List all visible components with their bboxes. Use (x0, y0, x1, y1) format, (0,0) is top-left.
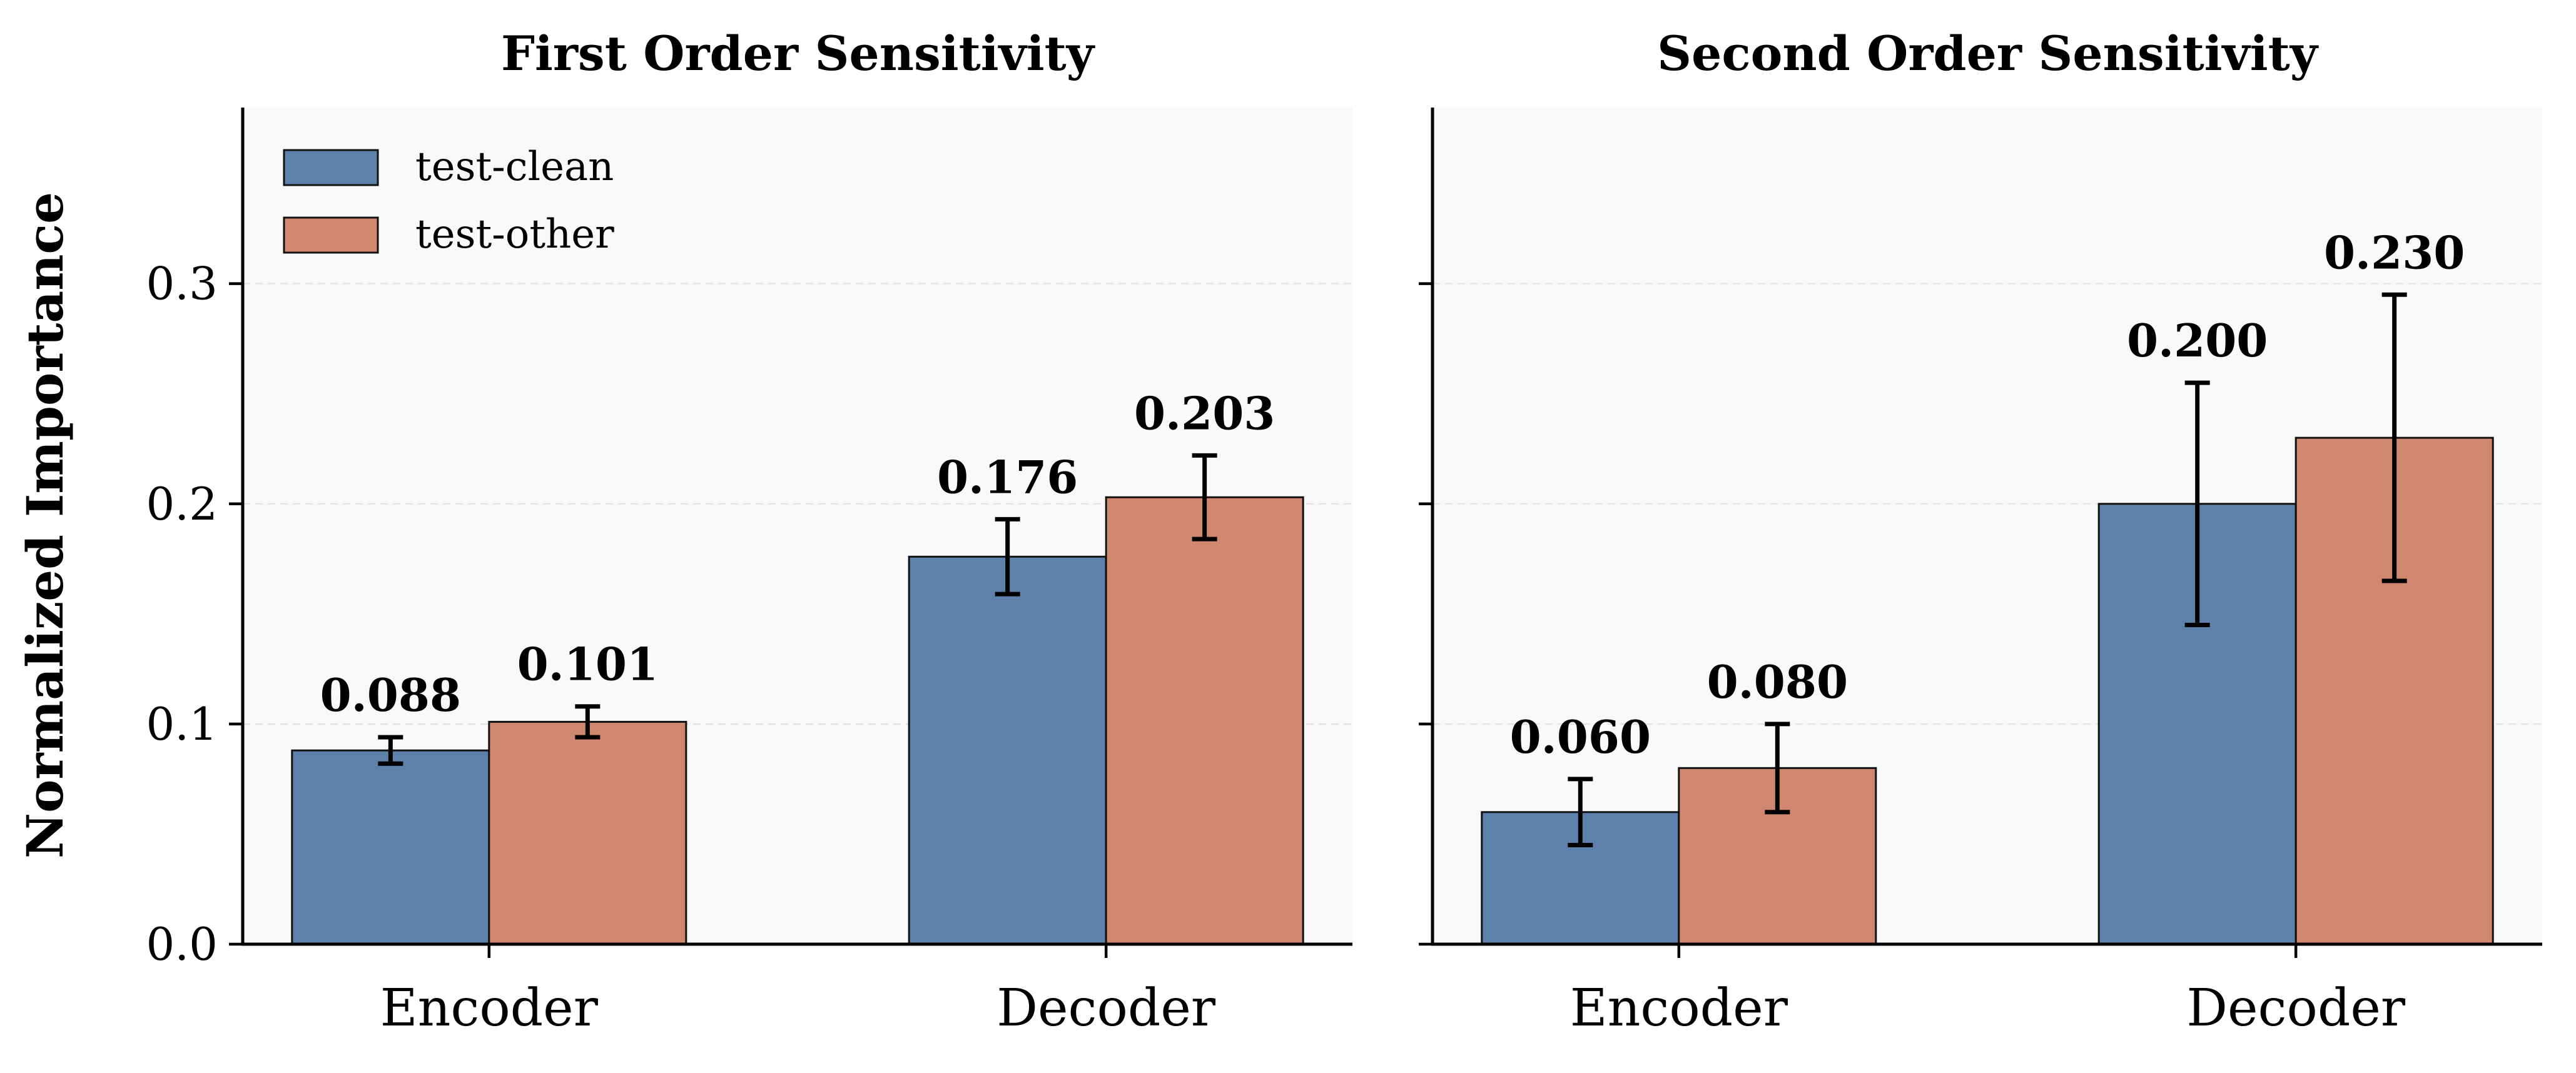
legend-swatch-test-clean (283, 149, 379, 186)
panel-2-value-label-decoder-test-clean: 0.200 (2127, 314, 2268, 367)
panel-1-x-tick-label-encoder: Encoder (380, 979, 599, 1038)
axes (229, 108, 2542, 958)
chart-text: Normalized Importance First Order Sensit… (16, 26, 2465, 1038)
panel-2-x-tick-label-decoder: Decoder (2186, 979, 2406, 1038)
y-tick-label: 0.3 (146, 258, 218, 310)
legend-swatch-test-other (283, 216, 379, 254)
panel-1-bar-decoder-test-clean (908, 555, 1107, 945)
legend-item-test-clean[interactable]: test-clean (283, 144, 614, 190)
panel-2-title: Second Order Sensitivity (1657, 26, 2319, 81)
panel-1-bar-encoder-test-other (488, 720, 687, 945)
panel-1-x-tick-label-decoder: Decoder (996, 979, 1216, 1038)
panel-1-value-label-decoder-test-other: 0.203 (1134, 386, 1275, 440)
panel-2-value-label-encoder-test-clean: 0.060 (1510, 710, 1651, 763)
legend-item-test-other[interactable]: test-other (283, 211, 614, 258)
panel-1-errorbar-decoder-test-clean (995, 516, 1020, 597)
panel-1-bar-decoder-test-other (1105, 496, 1304, 945)
panel-2-x-tick-label-encoder: Encoder (1570, 979, 1788, 1038)
grid-lines (243, 283, 2542, 725)
panel-2-errorbar-encoder-test-other (1765, 722, 1790, 815)
panel-2-errorbar-decoder-test-clean (2184, 380, 2210, 627)
panel-2-value-label-encoder-test-other: 0.080 (1707, 655, 1848, 708)
panel-1-errorbar-decoder-test-other (1192, 453, 1217, 542)
y-tick-label: 0.2 (146, 478, 218, 530)
panel-2-errorbar-encoder-test-clean (1568, 777, 1593, 848)
y-tick-label: 0.1 (146, 698, 218, 750)
panel-2-value-label-decoder-test-other: 0.230 (2324, 226, 2465, 279)
y-tick-label: 0.0 (146, 918, 218, 970)
error-bars (378, 292, 2407, 848)
panel-1-bar-encoder-test-clean (291, 749, 490, 945)
bars (291, 436, 2494, 945)
panel-1-errorbar-encoder-test-other (575, 704, 601, 740)
panel-1-value-label-decoder-test-clean: 0.176 (937, 450, 1078, 503)
legend-label-test-clean: test-clean (415, 144, 614, 190)
panel-1-value-label-encoder-test-clean: 0.088 (320, 668, 461, 722)
panel-1-value-label-encoder-test-other: 0.101 (517, 638, 658, 691)
panel-2-errorbar-decoder-test-other (2381, 292, 2407, 583)
legend-label-test-other: test-other (415, 211, 614, 258)
y-axis-label: Normalized Importance (16, 192, 74, 859)
panel-1-errorbar-encoder-test-clean (378, 735, 403, 766)
panel-1-title: First Order Sensitivity (501, 26, 1095, 81)
legend[interactable]: test-clean test-other (283, 144, 614, 258)
